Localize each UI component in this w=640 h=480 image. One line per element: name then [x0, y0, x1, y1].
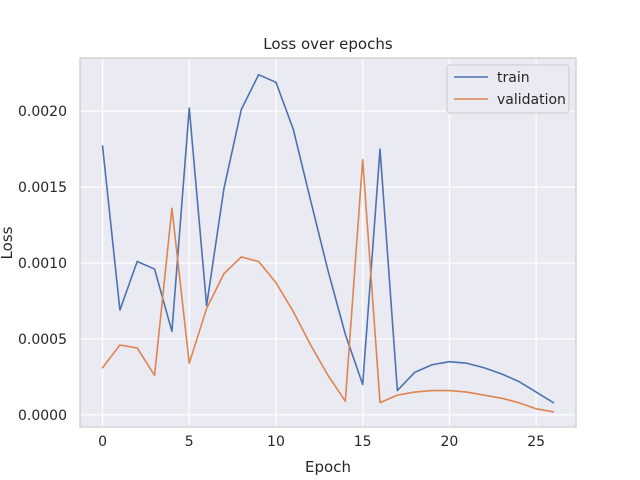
x-tick-label: 0 [98, 434, 107, 450]
legend-label-validation: validation [497, 92, 566, 108]
plot-frame [79, 57, 577, 428]
x-tick-label: 10 [267, 434, 285, 450]
x-tick-label: 15 [354, 434, 372, 450]
x-axis-label: Epoch [305, 458, 351, 476]
chart-title: Loss over epochs [263, 35, 393, 53]
y-tick-label: 0.0005 [18, 332, 67, 348]
legend: train validation [446, 64, 570, 114]
y-tick-label: 0.0020 [18, 104, 67, 120]
legend-label-train: train [497, 70, 530, 86]
x-tick-label: 25 [527, 434, 545, 450]
series-layer [101, 73, 555, 413]
x-tick-label: 5 [185, 434, 194, 450]
series-line-validation [101, 158, 555, 413]
y-tick-label: 0.0000 [18, 408, 67, 424]
tick-labels: 0 5 10 15 20 25 0.0000 0.0005 0.0010 0.0015 0.0020 [18, 104, 545, 450]
y-tick-label: 0.0010 [18, 256, 67, 272]
y-axis-label: Loss [0, 226, 16, 259]
y-tick-label: 0.0015 [18, 180, 67, 196]
plot-background [80, 58, 576, 427]
x-tick-label: 20 [440, 434, 458, 450]
